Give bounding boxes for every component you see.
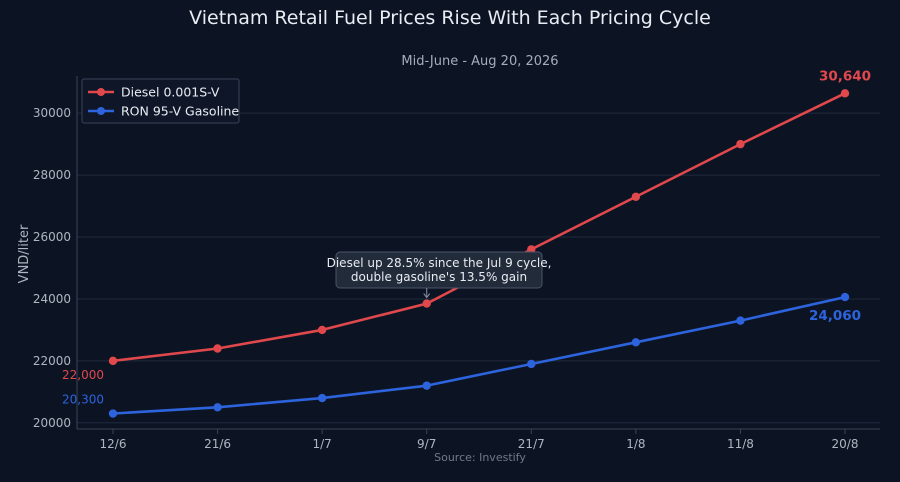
x-tick-label: 20/8	[832, 437, 859, 451]
x-tick-label: 9/7	[417, 437, 436, 451]
x-tick-label: 11/8	[727, 437, 754, 451]
data-point	[631, 338, 641, 347]
data-point	[840, 292, 850, 302]
x-tick-label: 1/7	[312, 437, 331, 451]
y-axis-label: VND/liter	[17, 224, 32, 283]
data-point	[317, 393, 327, 403]
data-point	[317, 325, 327, 335]
chart-subtitle: Mid-June - Aug 20, 2026	[401, 54, 558, 69]
data-point	[422, 299, 431, 308]
annotation-text-line: Diesel up 28.5% since the Jul 9 cycle,	[327, 256, 552, 270]
x-tick-label: 1/8	[626, 437, 645, 451]
data-point	[108, 356, 118, 366]
legend-swatch-dot	[97, 88, 105, 96]
data-point	[422, 381, 431, 390]
y-tick-label: 30000	[33, 106, 71, 120]
gasoline-start-label: 20,300	[62, 393, 104, 407]
legend-entry-label: RON 95-V Gasoline	[121, 104, 239, 119]
data-labels: 22,000 20,300 30,640 24,060	[62, 68, 871, 406]
data-point	[840, 89, 850, 98]
y-tick-label: 28000	[33, 168, 71, 182]
annotation-box	[335, 251, 543, 289]
y-tick-label: 26000	[33, 230, 71, 244]
diesel-end-label: 30,640	[819, 68, 871, 84]
y-tick-label: 22000	[33, 354, 71, 368]
data-point	[736, 316, 745, 325]
gasoline-end-label: 24,060	[809, 308, 861, 324]
legend-swatch-dot	[97, 107, 105, 115]
x-tick-label: 21/7	[518, 437, 545, 451]
data-point	[527, 359, 536, 369]
x-tick-label: 21/6	[204, 437, 231, 451]
data-point	[736, 139, 745, 149]
chart-title: Vietnam Retail Fuel Prices Rise With Eac…	[189, 7, 711, 29]
data-point	[213, 344, 222, 353]
data-point	[108, 409, 118, 418]
data-point	[213, 403, 222, 412]
diesel-start-label: 22,000	[62, 368, 104, 382]
legend-entry-label: Diesel 0.001S-V	[121, 85, 220, 100]
axes: 20000 22000 24000 26000 28000 30000 12/6 21/6 1/…	[33, 76, 880, 451]
chart-source: Source: Investify	[434, 451, 526, 464]
y-tick-label: 20000	[33, 416, 71, 430]
annotation-arrowhead	[423, 293, 431, 299]
annotation: Diesel up 28.5% since the Jul 9 cycle,do…	[327, 251, 552, 299]
annotation-text-line: double gasoline's 13.5% gain	[351, 270, 527, 284]
legend: Diesel 0.001S-V RON 95-V Gasoline	[81, 78, 240, 124]
y-tick-label: 24000	[33, 292, 71, 306]
data-point	[631, 192, 641, 201]
series-line-gasoline	[112, 295, 846, 415]
x-tick-label: 12/6	[100, 437, 127, 451]
legend-box	[81, 78, 240, 124]
